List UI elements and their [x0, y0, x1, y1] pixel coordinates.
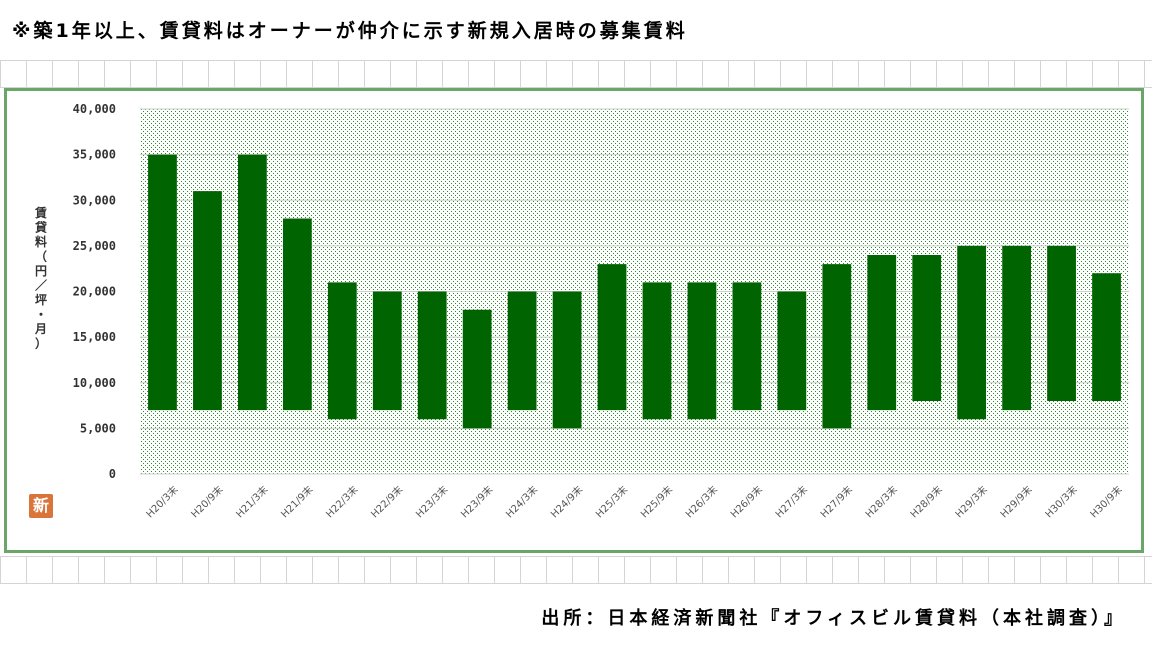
bar: [687, 282, 717, 420]
y-tick-label: 20,000: [73, 285, 116, 299]
y-tick-label: 0: [109, 467, 116, 481]
x-tick-label: H20/9末: [188, 483, 225, 520]
y-tick-label: 40,000: [73, 102, 116, 116]
y-tick-label: 35,000: [73, 148, 116, 162]
bar: [238, 154, 267, 411]
bar: [327, 282, 357, 420]
y-axis-label-char: （: [35, 249, 47, 264]
y-axis-label-char: 賃: [34, 205, 47, 220]
y-axis-label: 賃貸料（円／坪・月）: [34, 205, 47, 351]
bar: [282, 218, 312, 411]
bar: [1092, 273, 1121, 401]
chart-frame: 賃貸料（円／坪・月） 0 5,000 10,000 15,000 20,000 25,00…: [4, 88, 1144, 553]
x-tick-label: H21/9末: [278, 483, 315, 520]
bar: [552, 291, 582, 429]
bar: [597, 264, 627, 411]
x-axis-ticks: H20/3末 H20/9末 H21/3末 H21/9末 H22/3末 H22/9末 H23/…: [143, 483, 1125, 520]
x-tick-label: H20/3末: [143, 483, 180, 520]
y-tick-label: 5,000: [80, 421, 116, 435]
x-tick-label: H24/3末: [503, 483, 540, 520]
x-tick-label: H24/9末: [548, 483, 585, 520]
x-tick-label: H23/9末: [458, 483, 495, 520]
bar: [507, 291, 537, 411]
y-axis-ticks: 0 5,000 10,000 15,000 20,000 25,000 30,000 35,0…: [73, 102, 116, 481]
x-tick-label: H29/3末: [952, 483, 989, 520]
x-tick-label: H23/3末: [413, 483, 450, 520]
bar: [417, 291, 447, 420]
bar: [372, 291, 402, 411]
bar: [462, 309, 492, 429]
x-tick-label: H30/9末: [1087, 483, 1124, 520]
header-note: ※築1年以上、賃貸料はオーナーが仲介に示す新規入居時の募集賃料: [12, 20, 688, 42]
x-tick-label: H25/3末: [593, 483, 630, 520]
x-tick-label: H26/9末: [728, 483, 765, 520]
bars: [148, 154, 1121, 429]
bar: [777, 291, 807, 411]
y-axis-label-char: 円: [35, 264, 47, 278]
bar: [148, 154, 177, 411]
nikkei-logo-icon: 新: [29, 494, 53, 518]
y-axis-label-char: 貸: [35, 220, 47, 235]
y-axis-label-char: ・: [35, 308, 47, 322]
x-tick-label: H22/3末: [323, 483, 360, 520]
x-tick-label: H21/3末: [233, 483, 270, 520]
bar: [732, 282, 762, 411]
y-axis-label-char: 坪: [35, 293, 47, 307]
grid-band-bottom: [0, 556, 1152, 584]
x-tick-label: H26/3末: [683, 483, 720, 520]
bar: [867, 255, 897, 411]
y-tick-label: 30,000: [73, 193, 116, 207]
y-tick-label: 15,000: [73, 330, 116, 344]
grid-band-top: [0, 60, 1152, 88]
bar: [193, 191, 222, 411]
y-tick-label: 10,000: [73, 376, 116, 390]
bar: [957, 245, 987, 420]
y-axis-label-char: 月: [34, 322, 47, 336]
x-tick-label: H28/3末: [862, 483, 899, 520]
bar: [822, 264, 852, 429]
x-tick-label: H25/9末: [638, 483, 675, 520]
x-tick-label: H28/9末: [907, 483, 944, 520]
y-axis-label-char: 料: [35, 234, 47, 249]
y-axis-label-char: ）: [35, 336, 47, 351]
bar: [1002, 245, 1031, 411]
x-tick-label: H22/9末: [368, 483, 405, 520]
x-tick-label: H27/9末: [817, 483, 854, 520]
bar: [912, 255, 942, 401]
bar: [1047, 245, 1076, 401]
x-tick-label: H27/3末: [772, 483, 809, 520]
source-note: 出所：日本経済新聞社『オフィスビル賃貸料（本社調査）』: [541, 608, 1126, 629]
y-tick-label: 25,000: [73, 239, 116, 253]
bar: [642, 282, 672, 420]
y-axis-label-char: ／: [35, 278, 47, 293]
chart-svg: 賃貸料（円／坪・月） 0 5,000 10,000 15,000 20,000 25,00…: [34, 102, 1129, 520]
x-tick-label: H29/9末: [997, 483, 1034, 520]
x-tick-label: H30/3末: [1042, 483, 1079, 520]
